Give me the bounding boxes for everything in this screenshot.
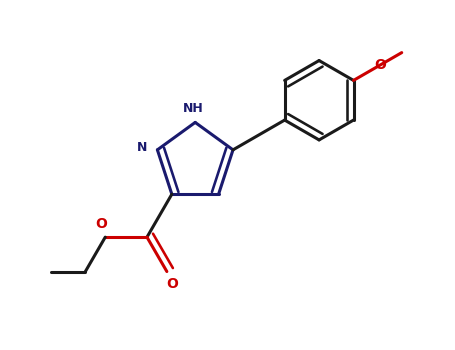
- Text: O: O: [96, 217, 107, 231]
- Text: O: O: [166, 278, 178, 292]
- Text: N: N: [137, 141, 147, 154]
- Text: O: O: [374, 57, 387, 71]
- Text: NH: NH: [183, 103, 203, 116]
